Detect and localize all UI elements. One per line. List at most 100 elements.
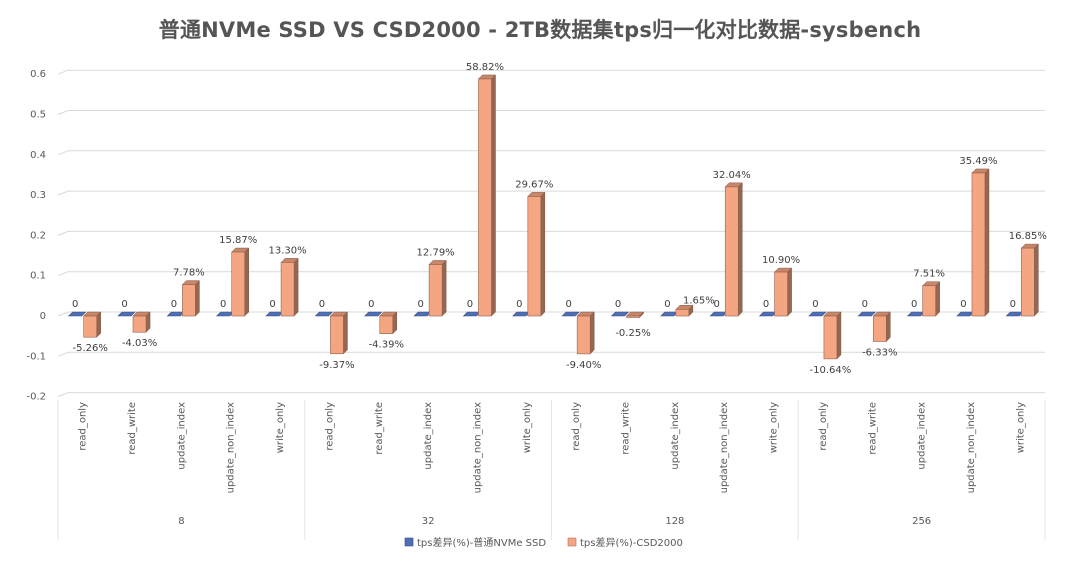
data-label-series-1: 0 — [812, 299, 818, 310]
data-label-series-1: 0 — [615, 299, 621, 310]
data-label-series-2: -4.03% — [122, 338, 157, 349]
bar-series-2-side — [244, 247, 249, 317]
data-label-series-1: 0 — [121, 299, 127, 310]
legend-swatch-series-1 — [404, 537, 414, 547]
data-label-series-2: -5.26% — [72, 343, 107, 354]
data-label-series-2: 10.90% — [762, 255, 800, 266]
bar-series-2 — [872, 315, 887, 342]
bar-series-1-top — [67, 311, 87, 317]
bar-series-2 — [379, 315, 394, 334]
bar-series-1-top — [758, 311, 778, 317]
bar-series-2 — [83, 315, 97, 338]
x-category-label: update_non_index — [226, 402, 237, 493]
bar-series-2-side — [540, 191, 546, 317]
bar-series-2 — [330, 315, 344, 355]
bar-series-2 — [774, 271, 788, 317]
gridline-depth — [57, 230, 69, 236]
x-category-label: read_write — [127, 402, 138, 455]
x-category-label: update_non_index — [472, 402, 483, 493]
data-label-series-1: 0 — [1010, 299, 1016, 310]
data-label-series-1: 0 — [664, 299, 670, 310]
bar-series-2 — [428, 264, 443, 317]
x-category-label: write_only — [522, 402, 533, 453]
data-label-series-1: 0 — [319, 299, 325, 310]
x-category-label: read_only — [818, 402, 829, 451]
bar-series-2 — [724, 186, 739, 317]
bar-series-2-side — [737, 182, 743, 317]
data-label-series-2: 15.87% — [219, 235, 257, 246]
x-category-label: update_non_index — [719, 402, 730, 493]
bar-series-2 — [231, 251, 246, 317]
x-category-label: read_write — [867, 402, 878, 455]
y-tick-label: -0.1 — [26, 351, 46, 362]
data-label-series-2: 7.51% — [913, 269, 945, 280]
chart-title: 普通NVMe SSD VS CSD2000 - 2TB数据集tps归一化对比数据… — [158, 18, 922, 42]
gridline-depth — [57, 271, 69, 277]
x-category-label: update_index — [176, 402, 187, 470]
data-label-series-2: -10.64% — [810, 365, 852, 376]
gridline-depth — [57, 311, 69, 317]
gridline-depth — [57, 150, 69, 156]
x-category-label: read_only — [571, 402, 582, 451]
bar-series-2 — [280, 262, 295, 317]
data-label-series-2: -9.37% — [319, 360, 354, 371]
gridline-depth — [57, 392, 69, 398]
data-label-series-1: 0 — [72, 299, 78, 310]
data-label-series-1: 0 — [368, 299, 374, 310]
data-label-series-2: -6.33% — [862, 348, 897, 359]
data-label-series-1: 0 — [911, 299, 917, 310]
bar-series-1-top — [808, 311, 827, 317]
data-label-series-2: 29.67% — [515, 179, 553, 190]
data-label-series-1: 0 — [220, 299, 226, 310]
data-label-series-1: 0 — [763, 299, 769, 310]
bar-series-2-side — [441, 259, 447, 317]
bar-series-1-top — [709, 311, 728, 317]
bar-series-2 — [675, 309, 690, 317]
bar-series-2-side — [589, 311, 595, 355]
y-tick-label: 0.3 — [30, 190, 46, 201]
bar-series-1-top — [413, 311, 432, 317]
data-label-series-2: 12.79% — [417, 247, 455, 258]
bar-series-1-top — [1005, 311, 1025, 317]
x-group-label: 8 — [178, 516, 184, 527]
data-label-series-2: 7.78% — [173, 268, 205, 279]
bar-series-2 — [971, 172, 986, 317]
data-label-series-1: 0 — [960, 299, 966, 310]
y-tick-label: 0.1 — [30, 271, 46, 282]
x-category-label: write_only — [769, 402, 780, 453]
bar-series-1-top — [956, 311, 975, 317]
bar-series-1-top — [561, 311, 580, 317]
data-label-series-2: -9.40% — [566, 360, 601, 371]
y-tick-label: 0 — [40, 311, 46, 322]
y-tick-label: 0.4 — [30, 150, 46, 161]
bar-series-2-side — [96, 311, 101, 338]
legend-swatch-series-2 — [567, 537, 577, 547]
bar-series-2 — [922, 285, 936, 317]
data-label-series-2: 13.30% — [269, 245, 307, 256]
bar-series-1-top — [512, 311, 531, 317]
data-label-series-1: 0 — [516, 299, 522, 310]
legend-label-series-2: tps差异(%)-CSD2000 — [580, 536, 683, 549]
x-category-label: read_write — [621, 402, 632, 455]
x-group-label: 32 — [422, 516, 435, 527]
bar-series-2-side — [836, 311, 842, 360]
data-label-series-1: 0 — [269, 299, 275, 310]
bar-series-2 — [1021, 247, 1035, 317]
bar-series-1-top — [216, 311, 235, 317]
x-category-label: read_only — [78, 402, 89, 451]
bar-series-2 — [182, 284, 196, 317]
data-label-series-2: 16.85% — [1009, 231, 1047, 242]
data-label-series-2: 1.65% — [683, 295, 715, 306]
data-label-series-1: 0 — [417, 299, 423, 310]
legend-label-series-1: tps差异(%)-普通NVMe SSD — [417, 536, 546, 549]
bar-series-2 — [576, 315, 591, 355]
bar-series-2 — [823, 315, 838, 360]
data-label-series-1: 0 — [171, 299, 177, 310]
y-tick-label: 0.6 — [30, 69, 46, 80]
bar-series-2-side — [343, 311, 348, 355]
bar-series-1-top — [462, 311, 482, 317]
bar-series-2-side — [787, 267, 792, 317]
data-label-series-2: -4.39% — [369, 340, 404, 351]
bar-series-2 — [527, 196, 542, 317]
data-label-series-1: 0 — [565, 299, 571, 310]
